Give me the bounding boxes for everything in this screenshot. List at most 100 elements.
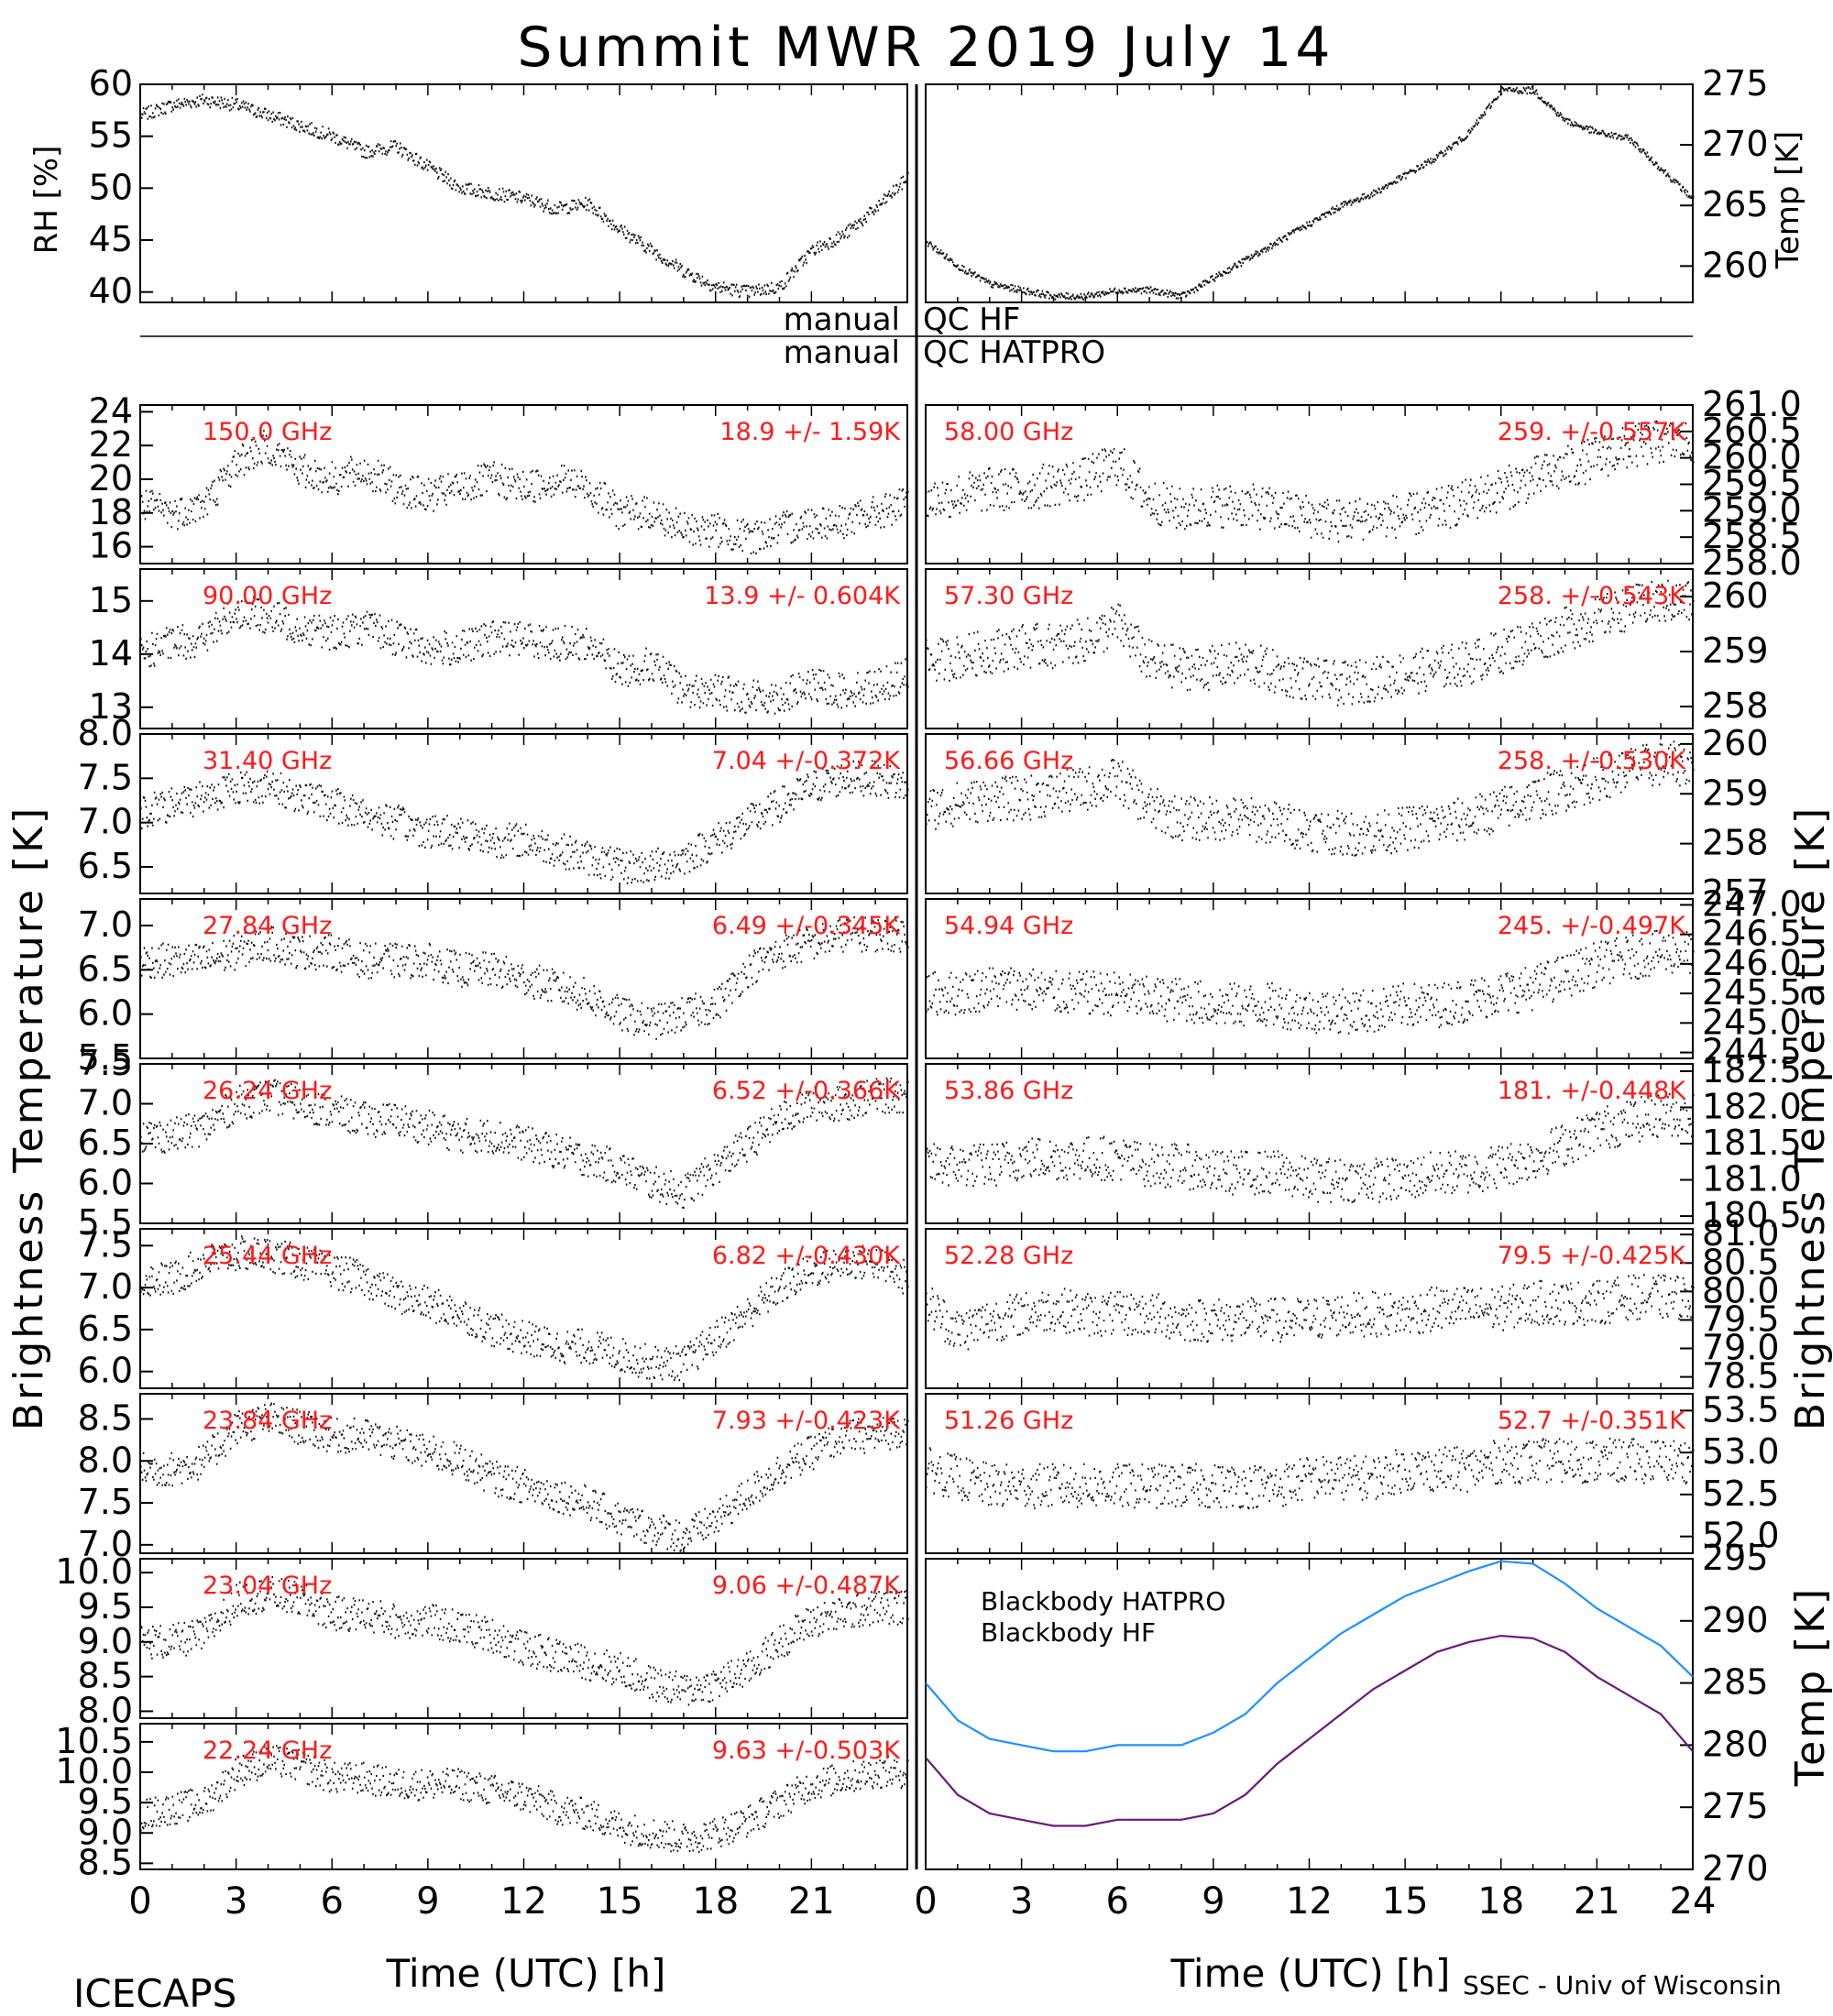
right-panel-5126-ytick-3: 52.0 — [1702, 1516, 1780, 1556]
temp-panel-ytick-0: 275 — [1702, 63, 1769, 104]
left-panel-2224-ytick-2: 9.5 — [78, 1781, 133, 1822]
right-panel-5386-dots — [926, 1093, 1695, 1203]
left-panel-3140-ytick-0: 8.0 — [78, 713, 133, 753]
right-panel-5386-freq: 53.86 GHz — [944, 1077, 1073, 1105]
x-tick-left-5: 15 — [597, 1880, 643, 1923]
left-panel-2384-stat: 7.93 +/-0.423K — [712, 1407, 901, 1435]
rh-panel-ytick-2: 50 — [89, 167, 133, 207]
blackbody-series-1 — [925, 1634, 1694, 1827]
left-panel-9000-stat: 13.9 +/- 0.604K — [704, 582, 901, 610]
left-panel-2624-freq: 26.24 GHz — [203, 1077, 332, 1105]
x-tick-left-7: 21 — [788, 1880, 835, 1923]
right-panel-5800-ytick-4: 259.0 — [1702, 489, 1802, 530]
left-panel-2224-ytick-1: 10.0 — [55, 1751, 133, 1791]
right-panel-5666-ytick-3: 257 — [1702, 872, 1769, 913]
left-panel-9000-dots — [140, 596, 909, 715]
right-panel-5494-points — [926, 929, 1695, 1035]
blackbody-panel-ytick-5: 270 — [1702, 1848, 1769, 1889]
left-panel-3140-ytick-2: 7.0 — [78, 802, 133, 842]
left-panel-2304-ytick-3: 8.5 — [78, 1656, 133, 1696]
left-panel-2544-dots — [140, 1235, 909, 1382]
left-panel-3140-ytick-1: 7.5 — [78, 757, 133, 797]
right-panel-5126-ytick-1: 53.0 — [1702, 1431, 1780, 1472]
left-panel-1500 — [139, 404, 909, 564]
right-panel-5666-dots — [926, 740, 1695, 857]
x-tick-left-2: 6 — [321, 1880, 344, 1923]
right-panel-5730-freq: 57.30 GHz — [944, 582, 1073, 610]
left-panel-9000-freq: 90.00 GHz — [203, 582, 332, 610]
x-tick-right-0: 0 — [914, 1880, 937, 1923]
left-panel-2784-ytick-0: 7.0 — [78, 904, 133, 945]
blackbody-series-0 — [925, 1560, 1694, 1753]
left-panel-3140-dots — [140, 760, 909, 884]
left-axis-label: Brightness Temperature [K] — [5, 805, 52, 1430]
right-panel-5228-stat: 79.5 +/-0.425K — [1498, 1242, 1686, 1270]
left-panel-3140-freq: 31.40 GHz — [203, 747, 332, 775]
footer-left: ICECAPS — [73, 1971, 236, 2016]
right-panel-5666 — [925, 733, 1695, 894]
left-panel-2544 — [139, 1228, 909, 1389]
left-panel-2784 — [139, 898, 909, 1059]
right-panel-5730-ytick-2: 258 — [1702, 685, 1769, 726]
left-panel-2304 — [139, 1558, 909, 1719]
left-panel-2624-dots — [140, 1077, 909, 1210]
left-panel-2784-stat: 6.49 +/-0.345K — [712, 912, 901, 940]
left-panel-2304-ytick-4: 8.0 — [78, 1690, 133, 1730]
right-panel-5800-ytick-1: 260.5 — [1702, 411, 1802, 451]
right-panel-5666-stat: 258. +/-0.530K — [1498, 747, 1686, 775]
left-panel-2624-ytick-4: 5.5 — [78, 1202, 133, 1243]
rh-panel-dots — [140, 93, 909, 299]
left-panel-1500-ytick-0: 24 — [89, 390, 133, 431]
left-panel-2304-ytick-0: 10.0 — [55, 1551, 133, 1592]
temp-panel — [925, 83, 1695, 303]
x-axis-label-right: Time (UTC) [h] — [1170, 1951, 1451, 1996]
right-panel-5126 — [925, 1393, 1695, 1554]
right-panel-5228-points — [926, 1274, 1695, 1351]
right-panel-5494-ytick-3: 245.5 — [1702, 972, 1802, 1013]
blackbody-panel — [925, 1558, 1694, 1870]
right-panel-5730-dots — [926, 579, 1695, 707]
left-panel-1500-ytick-3: 18 — [89, 492, 133, 532]
left-panel-2224-stat: 9.63 +/-0.503K — [712, 1737, 901, 1765]
left-panel-2544-ytick-3: 6.0 — [78, 1351, 133, 1391]
left-panel-1500-freq: 150.0 GHz — [203, 418, 332, 446]
right-panel-5126-ytick-0: 53.5 — [1702, 1389, 1780, 1430]
rh-axis-label: RH [%] — [28, 146, 65, 255]
temp-panel-points — [926, 85, 1695, 301]
left-panel-2224-points — [140, 1745, 909, 1854]
right-panel-5494-stat: 245. +/-0.497K — [1498, 912, 1686, 940]
left-panel-1500-points — [140, 430, 909, 554]
right-panel-5800-freq: 58.00 GHz — [944, 418, 1073, 446]
left-panel-2384-ytick-1: 8.0 — [78, 1440, 133, 1480]
chart-title: Summit MWR 2019 July 14 — [517, 16, 1334, 80]
left-panel-2544-ytick-0: 7.5 — [78, 1224, 133, 1265]
left-panel-2784-points — [140, 915, 909, 1040]
right-panel-5494-ytick-1: 246.5 — [1702, 914, 1802, 954]
right-panel-5126-ytick-2: 52.5 — [1702, 1474, 1780, 1514]
qc-manual-1: manual — [784, 301, 900, 338]
blackbody-panel-ytick-0: 295 — [1702, 1538, 1769, 1578]
rh-panel-ytick-1: 55 — [89, 115, 133, 156]
x-tick-left-4: 12 — [500, 1880, 547, 1923]
temp-panel-dots — [926, 85, 1695, 301]
qc-hf-label: QC HF — [923, 301, 1020, 338]
right-panel-5666-points — [926, 740, 1695, 857]
right-panel-5386-ytick-0: 182.5 — [1702, 1050, 1802, 1090]
blackbody-panel-ytick-1: 290 — [1702, 1600, 1769, 1640]
blackbody-panel-ytick-4: 275 — [1702, 1786, 1769, 1826]
right-panel-5666-freq: 56.66 GHz — [944, 747, 1073, 775]
left-panel-2624-ytick-3: 6.0 — [78, 1163, 133, 1203]
right-panel-5228-ytick-5: 78.5 — [1702, 1356, 1780, 1397]
right-panel-5386-ytick-2: 181.5 — [1702, 1123, 1802, 1163]
left-panel-2224-dots — [140, 1745, 909, 1854]
left-panel-1500-ytick-2: 20 — [89, 458, 133, 499]
left-panel-3140-stat: 7.04 +/-0.372K — [712, 747, 901, 775]
left-panel-2304-stat: 9.06 +/-0.487K — [712, 1572, 901, 1600]
right-panel-5126-freq: 51.26 GHz — [944, 1407, 1073, 1435]
blackbody-panel-ytick-3: 280 — [1702, 1724, 1769, 1764]
x-tick-right-4: 12 — [1286, 1880, 1333, 1923]
right-panel-5800-points — [926, 420, 1695, 543]
left-panel-2624-ytick-2: 6.5 — [78, 1123, 133, 1163]
right-panel-5800-ytick-0: 261.0 — [1702, 384, 1802, 424]
bb-temp-axis-label: Temp [K] — [1787, 1586, 1833, 1787]
